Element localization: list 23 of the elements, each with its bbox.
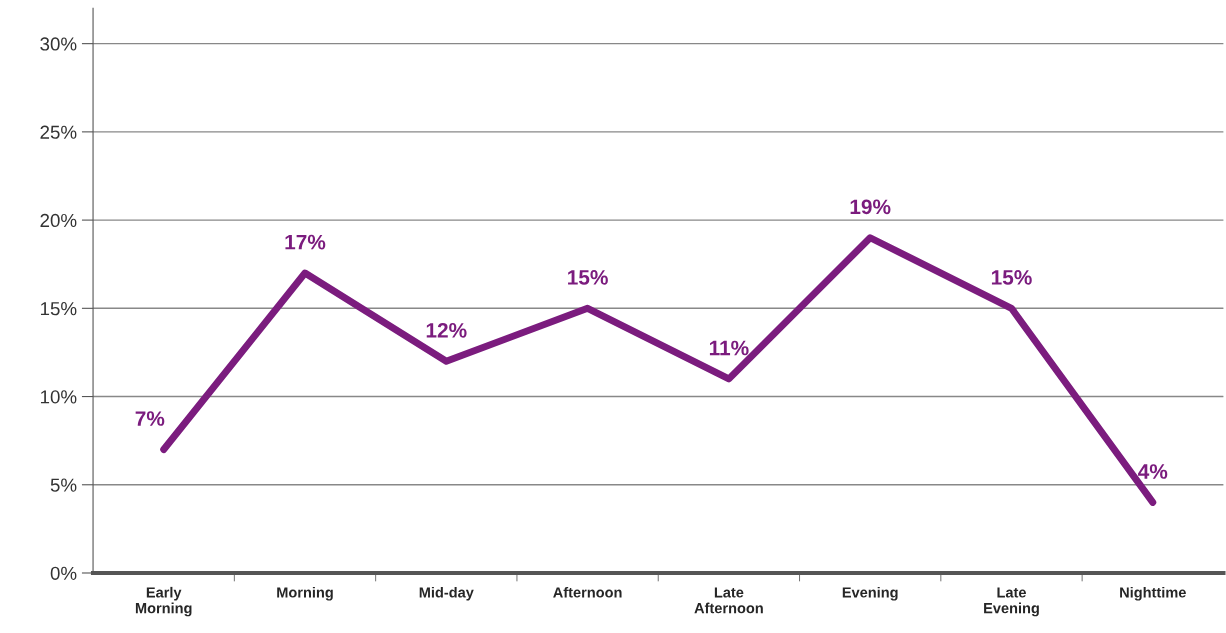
x-tick-label: Afternoon (553, 586, 622, 598)
data-label: 7% (135, 411, 165, 426)
y-tick-label: 5% (50, 478, 77, 492)
data-label: 11% (709, 340, 749, 356)
data-label: 19% (850, 199, 891, 215)
y-tick-label: 10% (40, 390, 77, 404)
data-label: 4% (1138, 464, 1168, 479)
y-tick-label: 15% (40, 302, 77, 316)
x-tick-label: Morning (277, 586, 333, 601)
data-label: 15% (991, 270, 1032, 285)
data-label: 15% (568, 270, 608, 285)
y-tick-label: 20% (40, 213, 77, 228)
x-tick-label: Mid-day (419, 586, 474, 601)
x-tick-label: Late Evening (984, 587, 1039, 617)
x-tick-label: Early Morning (135, 586, 192, 617)
y-tick-label: 0% (50, 566, 77, 580)
x-tick-label: Evening (842, 586, 898, 601)
x-tick-label: Late Afternoon (694, 587, 763, 614)
y-tick-label: 25% (40, 125, 77, 139)
x-tick-label: Nighttime (1120, 586, 1186, 601)
data-label: 17% (285, 234, 326, 250)
y-tick-label: 30% (40, 37, 77, 51)
data-label: 12% (426, 322, 467, 338)
